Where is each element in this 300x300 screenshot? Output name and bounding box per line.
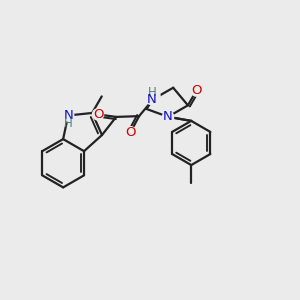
Circle shape xyxy=(191,85,202,96)
Circle shape xyxy=(125,127,136,138)
Circle shape xyxy=(144,88,160,104)
Text: O: O xyxy=(191,84,202,97)
Circle shape xyxy=(63,110,74,121)
Text: N: N xyxy=(163,110,173,123)
Text: O: O xyxy=(93,108,103,121)
Text: H: H xyxy=(148,86,157,99)
Text: O: O xyxy=(125,126,136,139)
Circle shape xyxy=(92,109,104,120)
Text: N: N xyxy=(63,109,73,122)
Text: N: N xyxy=(147,93,157,106)
Text: H: H xyxy=(64,117,73,130)
Circle shape xyxy=(162,111,174,122)
